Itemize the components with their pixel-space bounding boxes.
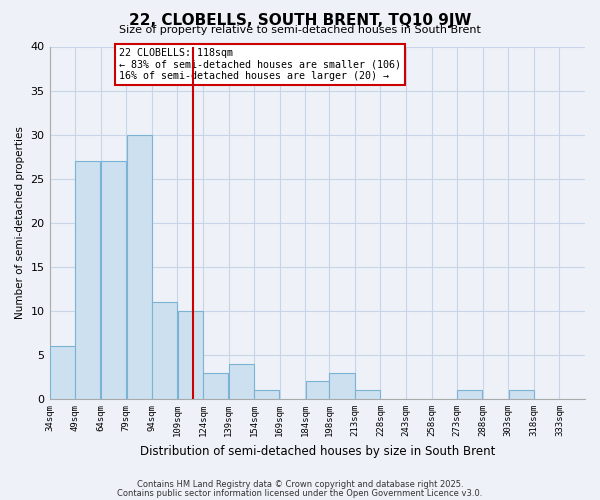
Bar — [76, 161, 100, 399]
Bar — [305, 382, 329, 399]
Text: Contains HM Land Registry data © Crown copyright and database right 2025.: Contains HM Land Registry data © Crown c… — [137, 480, 463, 489]
Bar — [254, 390, 280, 399]
Y-axis label: Number of semi-detached properties: Number of semi-detached properties — [15, 126, 25, 319]
Bar — [178, 311, 203, 399]
Text: 22 CLOBELLS: 118sqm
← 83% of semi-detached houses are smaller (106)
16% of semi-: 22 CLOBELLS: 118sqm ← 83% of semi-detach… — [119, 48, 401, 82]
Text: 22, CLOBELLS, SOUTH BRENT, TQ10 9JW: 22, CLOBELLS, SOUTH BRENT, TQ10 9JW — [129, 12, 471, 28]
Bar — [355, 390, 380, 399]
Bar — [203, 372, 229, 399]
Bar — [509, 390, 533, 399]
Bar — [329, 372, 355, 399]
Bar — [152, 302, 177, 399]
Bar — [50, 346, 75, 399]
X-axis label: Distribution of semi-detached houses by size in South Brent: Distribution of semi-detached houses by … — [140, 444, 495, 458]
Bar — [101, 161, 126, 399]
Bar — [127, 134, 152, 399]
Bar — [229, 364, 254, 399]
Text: Size of property relative to semi-detached houses in South Brent: Size of property relative to semi-detach… — [119, 25, 481, 35]
Bar — [457, 390, 482, 399]
Text: Contains public sector information licensed under the Open Government Licence v3: Contains public sector information licen… — [118, 490, 482, 498]
